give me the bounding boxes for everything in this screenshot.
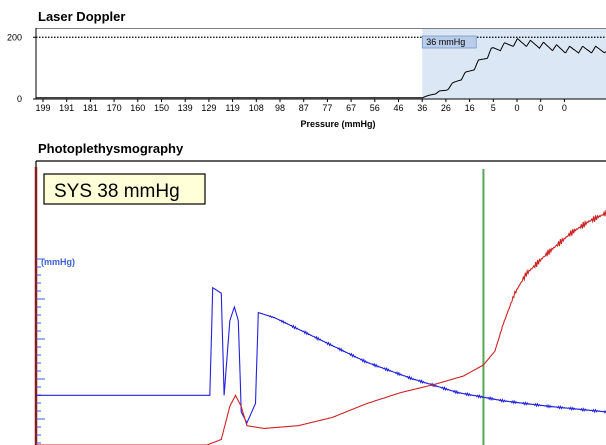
ld-x-tick-label: 67 [346, 103, 356, 113]
ld-x-tick-label: 199 [35, 103, 50, 113]
ld-x-tick-label: 0 [562, 103, 567, 113]
ld-x-tick-label: 160 [130, 103, 145, 113]
ld-x-tick-label: 0 [538, 103, 543, 113]
ld-x-tick-label: 98 [275, 103, 285, 113]
ld-x-tick-label: 170 [107, 103, 122, 113]
ld-y-tick-label: 200 [7, 32, 22, 42]
ld-series-line [36, 37, 606, 99]
ppg-title: Photoplethysmography [38, 141, 184, 156]
ld-marker-label: 36 mmHg [426, 37, 465, 47]
ld-x-tick-label: 46 [393, 103, 403, 113]
ld-x-tick-label: 181 [83, 103, 98, 113]
ld-x-tick-label: 191 [59, 103, 74, 113]
ld-x-tick-label: 150 [154, 103, 169, 113]
laser-doppler-title: Laser Doppler [38, 9, 126, 24]
sys-annotation-text: SYS 38 mmHg [54, 181, 180, 202]
ld-x-tick-label: 36 [417, 103, 427, 113]
ppg-red-series-line [36, 210, 606, 445]
ld-x-tick-label: 0 [514, 103, 519, 113]
ld-x-tick-label: 16 [465, 103, 475, 113]
ld-x-axis-label: Pressure (mmHg) [300, 119, 375, 129]
ld-x-tick-label: 129 [201, 103, 216, 113]
sys-annotation-box [43, 173, 206, 205]
ld-x-tick-label: 5 [491, 103, 496, 113]
ppg-chart: (mmHg) SYS 38 mmHg [34, 160, 606, 445]
ld-y-tick-label: 0 [17, 94, 22, 104]
ppg-y-unit-label: (mmHg) [41, 257, 75, 267]
ld-x-tick-label: 77 [322, 103, 332, 113]
ld-marker-label-box [421, 35, 477, 49]
ld-x-tick-label: 26 [441, 103, 451, 113]
ld-x-tick-label: 119 [225, 103, 239, 113]
ld-x-tick-label: 108 [249, 103, 264, 113]
ld-x-tick-label: 87 [299, 103, 309, 113]
ld-x-tick-label: 139 [178, 103, 193, 113]
ld-x-tick-label: 56 [370, 103, 380, 113]
ppg-blue-series-line [36, 286, 606, 425]
